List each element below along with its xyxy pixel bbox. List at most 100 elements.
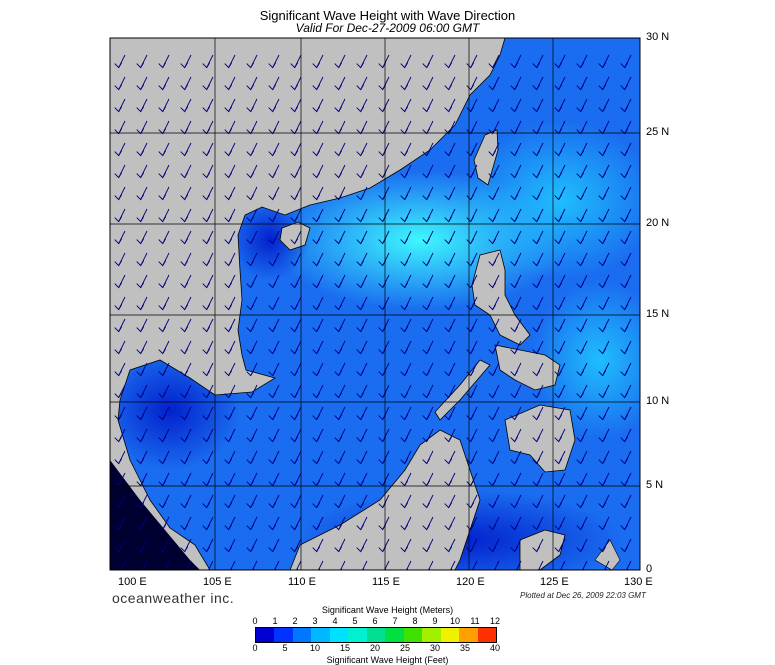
wave-direction-arrow bbox=[400, 142, 412, 157]
wave-direction-arrow bbox=[202, 384, 214, 399]
legend-tick-label: 40 bbox=[489, 643, 501, 653]
wave-direction-arrow bbox=[290, 340, 302, 355]
legend-tick-label: 8 bbox=[412, 616, 418, 626]
wave-direction-arrow bbox=[466, 560, 478, 570]
lat-label: 25 N bbox=[646, 126, 670, 138]
wave-direction-arrow bbox=[510, 230, 522, 245]
wave-direction-arrow bbox=[400, 252, 412, 267]
wave-direction-arrow bbox=[510, 406, 522, 421]
wave-direction-arrow bbox=[312, 450, 324, 465]
wave-direction-arrow bbox=[598, 296, 610, 311]
wave-direction-arrow bbox=[268, 406, 280, 421]
wave-direction-arrow bbox=[488, 186, 500, 201]
wave-direction-arrow bbox=[576, 428, 588, 443]
wave-direction-arrow bbox=[620, 230, 632, 245]
wave-direction-arrow bbox=[268, 54, 280, 69]
wave-direction-arrow bbox=[224, 472, 236, 487]
wave-direction-arrow bbox=[444, 340, 456, 355]
wave-direction-arrow bbox=[554, 164, 566, 179]
wave-direction-arrow bbox=[400, 538, 412, 553]
wave-direction-arrow bbox=[202, 252, 214, 267]
wave-direction-arrow bbox=[158, 120, 170, 135]
wave-direction-arrow bbox=[576, 384, 588, 399]
wave-direction-arrow bbox=[554, 428, 566, 443]
wave-direction-arrow bbox=[466, 450, 478, 465]
wave-direction-arrow bbox=[290, 516, 302, 531]
wave-direction-arrow bbox=[136, 472, 148, 487]
wave-direction-arrow bbox=[312, 252, 324, 267]
wave-direction-arrow bbox=[532, 230, 544, 245]
wave-direction-arrow bbox=[422, 384, 434, 399]
legend-tick-label: 3 bbox=[312, 616, 318, 626]
wave-direction-arrow bbox=[532, 384, 544, 399]
wave-direction-arrow bbox=[554, 186, 566, 201]
wave-direction-arrow bbox=[466, 252, 478, 267]
wave-direction-arrow bbox=[268, 362, 280, 377]
legend-color-swatch bbox=[477, 628, 497, 642]
wave-direction-arrow bbox=[136, 538, 148, 553]
wave-direction-arrow bbox=[158, 142, 170, 157]
wave-direction-arrow bbox=[400, 406, 412, 421]
wave-direction-arrow bbox=[620, 494, 632, 509]
wave-direction-arrow bbox=[290, 208, 302, 223]
wave-direction-arrow bbox=[114, 296, 126, 311]
wave-direction-arrow bbox=[532, 120, 544, 135]
wave-direction-arrow bbox=[400, 54, 412, 69]
wave-direction-arrow bbox=[422, 208, 434, 223]
wave-direction-arrow bbox=[488, 120, 500, 135]
wave-direction-arrow bbox=[158, 472, 170, 487]
wave-direction-arrow bbox=[444, 560, 456, 570]
wave-direction-arrow bbox=[422, 98, 434, 113]
wave-direction-arrow bbox=[202, 362, 214, 377]
wave-direction-arrow bbox=[378, 560, 390, 570]
wave-direction-arrow bbox=[202, 516, 214, 531]
wave-direction-arrow bbox=[114, 76, 126, 91]
wave-direction-arrow bbox=[290, 252, 302, 267]
wave-direction-arrow bbox=[290, 98, 302, 113]
wave-direction-arrow bbox=[334, 450, 346, 465]
wave-direction-arrow bbox=[334, 406, 346, 421]
wave-direction-arrow bbox=[224, 76, 236, 91]
lon-label: 130 E bbox=[624, 576, 653, 588]
wave-direction-arrow bbox=[510, 142, 522, 157]
lat-label: 0 bbox=[646, 563, 653, 575]
wave-direction-arrow bbox=[510, 362, 522, 377]
wave-direction-arrow bbox=[158, 362, 170, 377]
wave-direction-arrow bbox=[114, 252, 126, 267]
wave-direction-arrow bbox=[180, 98, 192, 113]
wave-direction-arrow bbox=[180, 274, 192, 289]
wave-direction-arrow bbox=[488, 76, 500, 91]
wave-direction-arrow bbox=[532, 340, 544, 355]
wave-direction-arrow bbox=[114, 384, 126, 399]
lat-label: 20 N bbox=[646, 217, 670, 229]
wave-direction-arrow bbox=[334, 560, 346, 570]
wave-direction-arrow bbox=[554, 76, 566, 91]
wave-direction-arrow bbox=[356, 340, 368, 355]
wave-direction-arrow bbox=[576, 450, 588, 465]
wave-direction-arrow bbox=[202, 230, 214, 245]
wave-direction-arrow bbox=[312, 76, 324, 91]
wave-direction-arrow bbox=[422, 76, 434, 91]
wave-direction-arrow bbox=[224, 252, 236, 267]
wave-direction-arrow bbox=[202, 560, 214, 570]
wave-direction-arrow bbox=[532, 538, 544, 553]
wave-direction-arrow bbox=[576, 296, 588, 311]
wave-direction-arrow bbox=[444, 142, 456, 157]
wave-direction-arrow bbox=[180, 362, 192, 377]
wave-direction-arrow bbox=[510, 274, 522, 289]
wave-direction-arrow bbox=[224, 362, 236, 377]
wave-direction-arrow bbox=[246, 538, 258, 553]
wave-direction-arrow bbox=[532, 560, 544, 570]
visayas-islands bbox=[494, 344, 561, 391]
wave-low-zone bbox=[230, 200, 310, 280]
wave-direction-arrow bbox=[400, 318, 412, 333]
lat-label: 30 N bbox=[646, 31, 670, 43]
wave-direction-arrow bbox=[290, 54, 302, 69]
wave-direction-arrow bbox=[576, 230, 588, 245]
wave-direction-arrow bbox=[532, 142, 544, 157]
wave-direction-arrow bbox=[620, 560, 632, 570]
wave-direction-arrow bbox=[312, 142, 324, 157]
wave-direction-arrow bbox=[136, 318, 148, 333]
wave-direction-arrow bbox=[268, 516, 280, 531]
wave-direction-arrow bbox=[466, 362, 478, 377]
